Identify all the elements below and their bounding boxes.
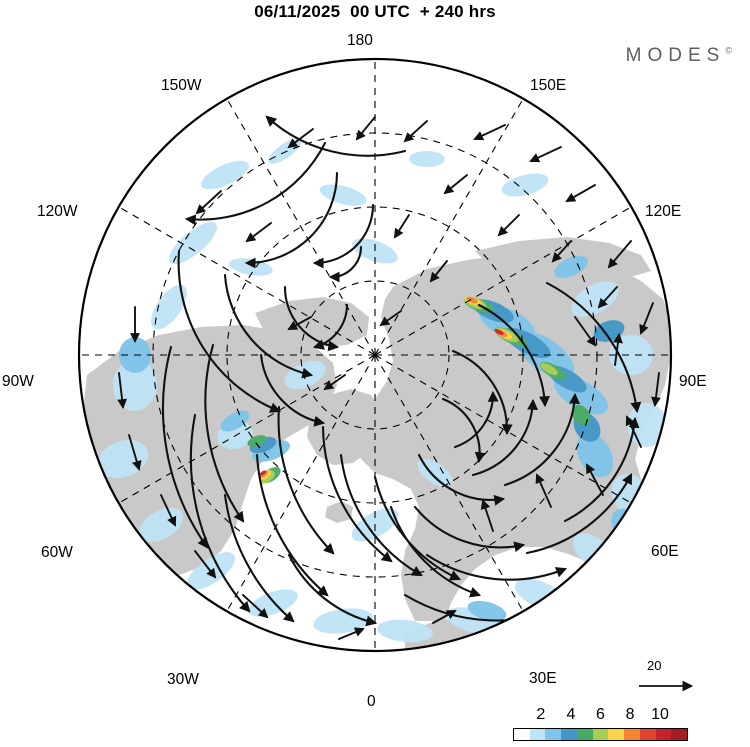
colorbar-tick-4: 4: [566, 706, 576, 723]
colorbar-tick-labels: 2 4 6 8 10: [513, 706, 688, 726]
globe-outline: [77, 57, 673, 653]
lon-label-60W: 60W: [41, 544, 73, 561]
map-panel: 180 150W 120W 90W 60W 30W 0 30E 60E 90E …: [2, 32, 707, 710]
polar-map: [77, 57, 673, 653]
lon-label-150E: 150E: [530, 77, 567, 94]
lon-label-0: 0: [367, 693, 376, 710]
wind-scale-value: 20: [647, 658, 662, 673]
colorbar-legend: 2 4 6 8 10: [513, 706, 688, 742]
colorbar-swatch-10: [671, 729, 688, 740]
copyright-icon: ©: [725, 45, 732, 56]
wind-scale-arrow-icon: [639, 680, 694, 692]
lon-label-90W: 90W: [2, 373, 34, 390]
colorbar-swatch-5: [592, 729, 609, 740]
colorbar-tick-6: 6: [596, 706, 605, 723]
modes-logo: MODES©: [626, 45, 732, 67]
colorbar-swatch-3: [561, 729, 577, 740]
lon-label-180: 180: [347, 32, 373, 49]
lon-label-60E: 60E: [651, 543, 679, 560]
colorbar-swatch-0: [514, 729, 530, 740]
colorbar-tick-10: 10: [651, 706, 669, 723]
colorbar-swatch-7: [624, 729, 640, 740]
modes-logo-text: MODES: [625, 45, 726, 66]
lon-label-120W: 120W: [37, 203, 78, 220]
colorbar-swatch-1: [529, 729, 546, 740]
wind-scale-legend: 20: [637, 658, 717, 700]
colorbar-swatch-4: [576, 729, 593, 740]
colorbar-swatch-6: [608, 729, 625, 740]
colorbar-tick-2: 2: [536, 706, 546, 723]
colorbar-swatch-9: [655, 729, 672, 740]
lon-label-30W: 30W: [167, 671, 199, 688]
page-title: 06/11/2025 00 UTC + 240 hrs: [254, 2, 496, 21]
lon-label-150W: 150W: [161, 77, 202, 94]
colorbar-swatch-2: [545, 729, 562, 740]
lon-label-30E: 30E: [529, 670, 557, 687]
lon-label-90E: 90E: [679, 373, 707, 390]
colorbar-tick-8: 8: [625, 706, 635, 723]
lon-label-120E: 120E: [645, 203, 682, 220]
map-content: [79, 59, 671, 651]
wind-arrow-layer: [117, 116, 661, 640]
colorbar-swatch-8: [639, 729, 656, 740]
colorbar-strip: [513, 728, 688, 741]
wind-vector-layer: [161, 115, 659, 627]
